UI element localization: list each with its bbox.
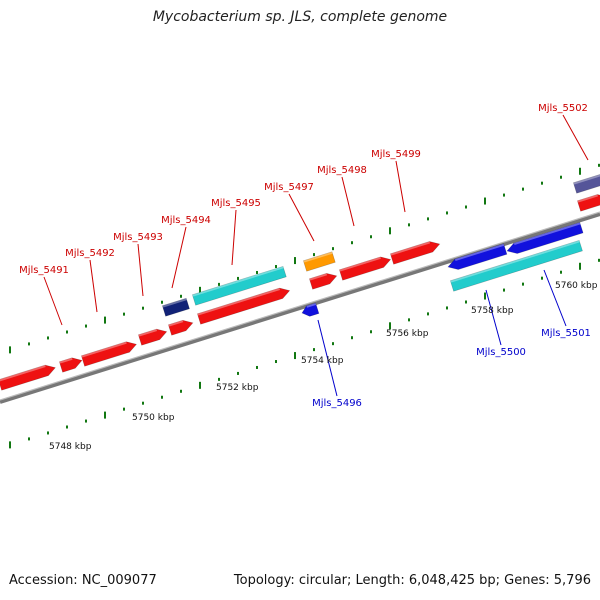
gene-mjls-5500[interactable] bbox=[446, 243, 508, 272]
gene-mjls-5498[interactable] bbox=[338, 254, 392, 281]
leader-line bbox=[485, 289, 502, 346]
gene-label[interactable]: Mjls_5491 bbox=[19, 265, 69, 276]
gene-label[interactable]: Mjls_5500 bbox=[476, 347, 526, 358]
gene-mjls-5494-part[interactable] bbox=[167, 318, 194, 336]
leader-line bbox=[89, 259, 98, 313]
gene-mjls-5491[interactable] bbox=[0, 362, 57, 391]
gene-mjls-5499[interactable] bbox=[389, 239, 441, 265]
gene-mjls-5501[interactable] bbox=[505, 222, 584, 256]
gene-label[interactable]: Mjls_5493 bbox=[113, 232, 163, 243]
gene-label[interactable]: Mjls_5501 bbox=[541, 328, 591, 339]
gene-mjls-5493[interactable] bbox=[137, 326, 168, 346]
leader-line bbox=[231, 209, 237, 266]
gene-mjls-5495[interactable] bbox=[196, 285, 291, 325]
genome-summary: Topology: circular; Length: 6,048,425 bp… bbox=[233, 573, 591, 588]
gene-label[interactable]: Mjls_5492 bbox=[65, 248, 115, 259]
feature-orange[interactable] bbox=[302, 251, 336, 272]
scale-label: 5760 kbp bbox=[555, 281, 598, 291]
gene-labels: Mjls_5491Mjls_5492Mjls_5493Mjls_5494Mjls… bbox=[19, 103, 591, 409]
gene-features bbox=[0, 173, 600, 391]
map-title: Mycobacterium sp. JLS, complete genome bbox=[152, 9, 448, 25]
leader-line bbox=[562, 114, 589, 161]
gene-label[interactable]: Mjls_5497 bbox=[264, 182, 314, 193]
scale-label: 5750 kbp bbox=[132, 413, 175, 423]
gene-label[interactable]: Mjls_5498 bbox=[317, 165, 367, 176]
gene-mjls-5492[interactable] bbox=[80, 339, 138, 367]
leader-line bbox=[171, 226, 187, 289]
scale-label: 5754 kbp bbox=[301, 356, 344, 366]
leader-line bbox=[341, 176, 355, 227]
gene-label[interactable]: Mjls_5495 bbox=[211, 198, 261, 209]
gene-mjls-5497[interactable] bbox=[308, 271, 338, 290]
accession-text: Accession: NC_009077 bbox=[9, 573, 157, 588]
gene-label[interactable]: Mjls_5494 bbox=[161, 215, 211, 226]
scale-label: 5756 kbp bbox=[386, 329, 429, 339]
leader-line bbox=[543, 269, 567, 327]
feature-navy[interactable] bbox=[161, 297, 190, 317]
gene-label[interactable]: Mjls_5499 bbox=[371, 149, 421, 160]
scale-label: 5748 kbp bbox=[49, 442, 92, 452]
scale-labels: 5748 kbp 5750 kbp 5752 kbp 5754 kbp 5756 kbp… bbox=[49, 281, 598, 452]
gene-mjls-5502[interactable] bbox=[576, 192, 600, 212]
scale-label: 5758 kbp bbox=[471, 306, 514, 316]
leader-line bbox=[395, 160, 406, 213]
leader-line bbox=[43, 276, 63, 326]
label-leaders bbox=[43, 114, 589, 397]
gene-mjls-5492a[interactable] bbox=[58, 355, 83, 373]
scale-label: 5752 kbp bbox=[216, 383, 259, 393]
leader-line bbox=[317, 319, 338, 397]
gene-mjls-5496[interactable] bbox=[300, 302, 320, 318]
leader-line bbox=[288, 193, 315, 242]
leader-line bbox=[137, 243, 144, 297]
gene-label[interactable]: Mjls_5502 bbox=[538, 103, 588, 114]
gene-label[interactable]: Mjls_5496 bbox=[312, 398, 362, 409]
feature-cyan-2[interactable] bbox=[449, 240, 583, 292]
feature-slate[interactable] bbox=[572, 173, 600, 194]
feature-cyan-1[interactable] bbox=[191, 265, 287, 306]
